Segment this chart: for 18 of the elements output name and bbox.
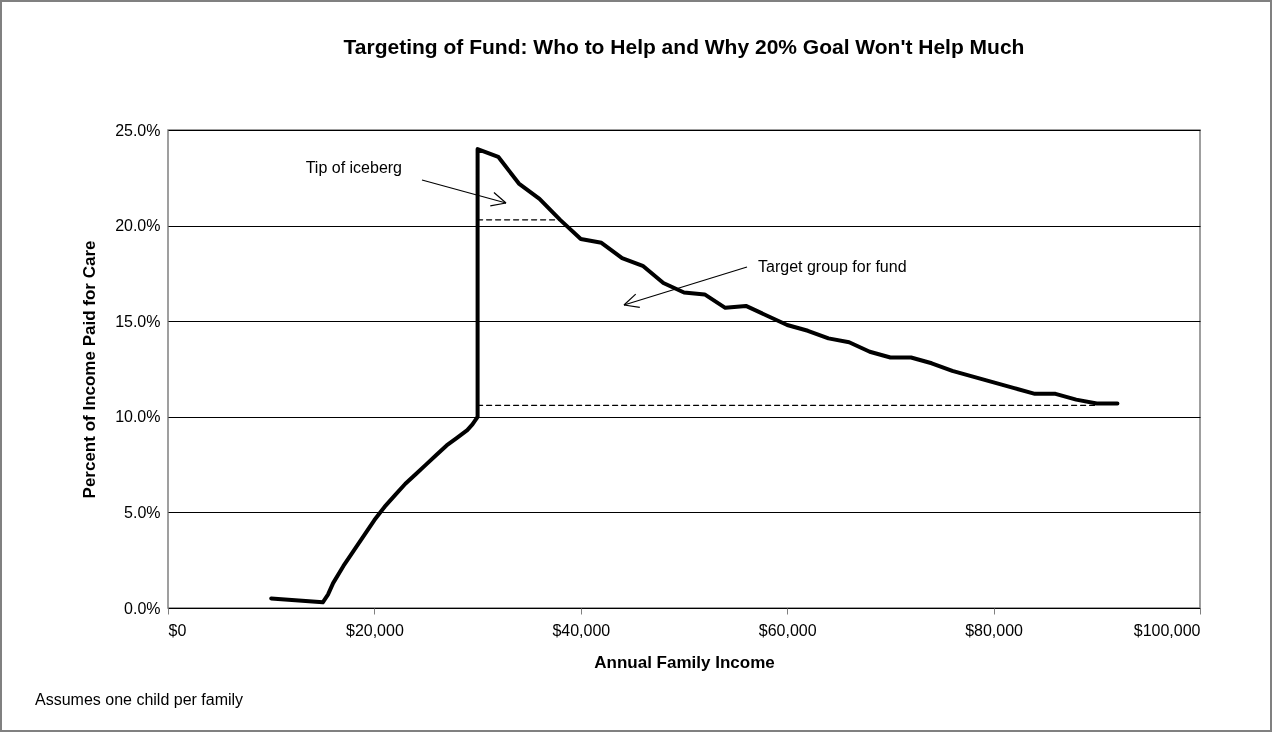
x-tick-label: $60,000 bbox=[758, 621, 817, 639]
x-tick-label: $20,000 bbox=[345, 621, 404, 639]
x-tick-label: $80,000 bbox=[965, 621, 1024, 639]
y-tick-label: 10.0% bbox=[115, 408, 161, 426]
x-tick-label: $0 bbox=[168, 621, 187, 639]
y-tick-label: 25.0% bbox=[115, 121, 161, 139]
y-tick-label: 0.0% bbox=[124, 599, 161, 617]
x-tick-label: $40,000 bbox=[552, 621, 611, 639]
annotation: Target group for fund bbox=[758, 258, 907, 275]
text: Assumes one child per family bbox=[35, 691, 244, 708]
annotation: Tip of iceberg bbox=[305, 159, 402, 176]
y-tick-label: 15.0% bbox=[115, 312, 161, 330]
y-tick-label: 20.0% bbox=[115, 217, 161, 235]
chart-title: Targeting of Fund: Who to Help and Why 20% Goal Won't Help Much bbox=[343, 35, 1025, 58]
y-tick-label: 5.0% bbox=[124, 503, 161, 521]
y-axis-title: Percent of Income Paid for Care bbox=[80, 240, 100, 499]
x-tick-label: $100,000 bbox=[1133, 621, 1201, 639]
x-axis-title: Annual Family Income bbox=[594, 652, 775, 672]
